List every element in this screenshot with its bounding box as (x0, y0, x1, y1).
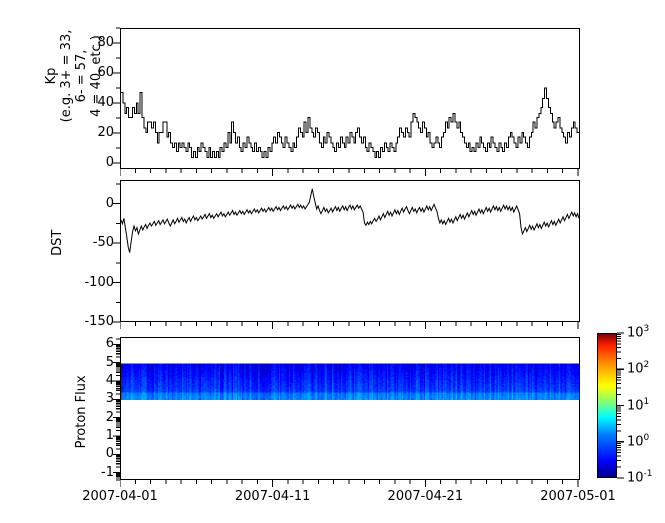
colorbar-tick-label: 103 (627, 324, 650, 341)
y-tick-label: 4 (105, 373, 114, 388)
y-tick-label: 0 (105, 195, 114, 211)
y-tick-label: 6 (105, 336, 114, 352)
colorbar-tick-label: 100 (627, 432, 650, 450)
y-tick-label: 5 (105, 354, 114, 370)
dst-plot-panel (120, 180, 580, 322)
y-tick-label: 0 (105, 155, 114, 170)
colorbar-tick-marks (617, 332, 624, 479)
y-tick-label: -50 (92, 235, 114, 251)
y-tick-marks (113, 183, 120, 323)
y-tick-label: -1 (101, 464, 114, 480)
y-tick-label: 60 (97, 65, 114, 80)
x-tick-marks (120, 479, 579, 487)
y-tick-label: 2 (105, 409, 114, 425)
colorbar-tick-label: 10-1 (627, 469, 653, 486)
kp-plot-panel (120, 28, 580, 169)
kp-data-plot (121, 87, 579, 159)
x-tick-label: 2007-04-01 (82, 489, 158, 504)
y-tick-label: -100 (84, 274, 114, 290)
x-tick-marks (120, 321, 579, 329)
colorbar-tick-label: 102 (627, 360, 650, 377)
x-tick-label: 2007-04-21 (387, 489, 464, 504)
x-tick-marks (120, 168, 579, 176)
y-tick-label: 20 (97, 125, 114, 140)
x-tick-label: 2007-04-11 (234, 489, 311, 504)
y-tick-label: 1 (105, 428, 114, 443)
y-tick-marks (113, 338, 120, 481)
y-tick-label: -150 (84, 314, 114, 329)
y-tick-label: 0 (105, 446, 114, 462)
y-tick-label: 3 (105, 391, 114, 407)
proton-flux-heatmap (121, 363, 579, 401)
colorbar-tick-label: 101 (627, 396, 650, 413)
dst-data-plot (121, 188, 579, 253)
kp-axis-title-line-0: Kp (44, 67, 59, 85)
y-tick-label: 80 (97, 35, 114, 50)
proton-flux-plot-panel (120, 337, 580, 480)
y-tick-label: 40 (97, 95, 114, 110)
x-tick-label: 2007-05-01 (540, 489, 616, 504)
y-tick-marks (113, 27, 120, 164)
colorbar (597, 333, 617, 478)
